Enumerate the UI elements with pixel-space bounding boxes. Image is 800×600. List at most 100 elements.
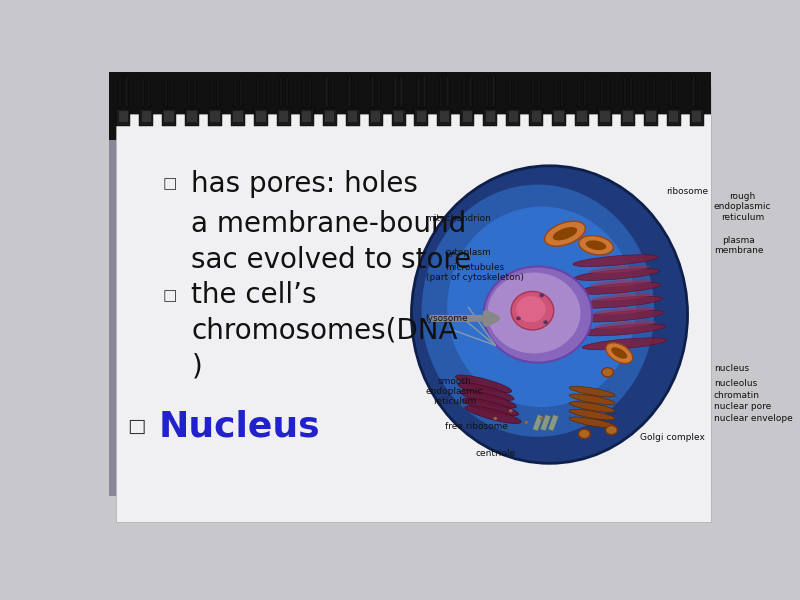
Bar xyxy=(462,111,472,122)
Text: nuclear envelope: nuclear envelope xyxy=(714,414,793,423)
Text: chromatin: chromatin xyxy=(714,391,760,400)
Ellipse shape xyxy=(570,386,615,397)
Bar xyxy=(670,76,672,107)
Bar xyxy=(279,111,289,122)
Bar xyxy=(348,111,358,122)
Ellipse shape xyxy=(593,307,654,315)
Bar xyxy=(119,76,122,107)
Text: nuclear pore: nuclear pore xyxy=(714,403,771,412)
Ellipse shape xyxy=(606,343,633,364)
Bar xyxy=(240,76,242,107)
Bar xyxy=(210,76,213,107)
Bar xyxy=(371,76,374,107)
Ellipse shape xyxy=(570,401,615,412)
Bar xyxy=(394,76,397,107)
Ellipse shape xyxy=(579,310,664,322)
Bar xyxy=(369,109,382,126)
Bar xyxy=(561,76,563,107)
Bar xyxy=(531,111,541,122)
Bar xyxy=(302,76,305,107)
Bar xyxy=(529,109,543,126)
Bar xyxy=(286,76,288,107)
Bar xyxy=(231,109,245,126)
Bar xyxy=(417,111,426,122)
Bar xyxy=(548,415,558,431)
Bar xyxy=(125,76,127,107)
Ellipse shape xyxy=(570,417,615,428)
Ellipse shape xyxy=(590,279,652,287)
Bar xyxy=(116,109,130,126)
Bar xyxy=(115,88,710,496)
Bar xyxy=(692,111,702,122)
Text: nucleolus: nucleolus xyxy=(714,379,757,388)
Ellipse shape xyxy=(422,185,654,437)
Bar xyxy=(309,76,311,107)
Bar xyxy=(142,111,151,122)
Bar xyxy=(326,76,328,107)
Ellipse shape xyxy=(574,269,659,280)
Bar xyxy=(118,111,128,122)
Bar xyxy=(208,109,222,126)
Text: lysosome: lysosome xyxy=(426,314,468,323)
Bar xyxy=(171,76,174,107)
Bar xyxy=(210,111,220,122)
Bar xyxy=(257,76,259,107)
Bar xyxy=(401,76,402,107)
Ellipse shape xyxy=(465,406,521,424)
Bar xyxy=(322,109,337,126)
Bar xyxy=(578,76,580,107)
Text: plasma
membrane: plasma membrane xyxy=(714,236,763,255)
Bar xyxy=(463,76,466,107)
Ellipse shape xyxy=(539,293,544,297)
Bar xyxy=(300,109,314,126)
Text: ribosome: ribosome xyxy=(666,187,708,196)
Ellipse shape xyxy=(509,409,513,412)
Bar xyxy=(279,76,282,107)
Ellipse shape xyxy=(524,421,528,424)
Text: free ribosome: free ribosome xyxy=(445,422,508,431)
Bar xyxy=(354,76,357,107)
Bar xyxy=(110,72,710,140)
Bar xyxy=(693,76,695,107)
Bar xyxy=(607,76,610,107)
Bar xyxy=(554,111,564,122)
Bar xyxy=(325,111,334,122)
Ellipse shape xyxy=(447,206,636,407)
Bar xyxy=(263,76,265,107)
Text: Golgi complex: Golgi complex xyxy=(640,433,705,442)
Bar xyxy=(185,109,199,126)
Bar xyxy=(139,109,153,126)
Bar xyxy=(555,76,557,107)
Bar xyxy=(646,76,649,107)
Ellipse shape xyxy=(484,266,592,362)
Bar xyxy=(509,111,518,122)
Bar xyxy=(348,76,350,107)
Bar xyxy=(142,76,144,107)
Bar xyxy=(302,111,311,122)
Text: □: □ xyxy=(162,288,177,303)
Ellipse shape xyxy=(591,293,654,301)
Ellipse shape xyxy=(570,394,615,404)
Bar xyxy=(256,111,266,122)
Bar xyxy=(698,76,701,107)
Text: has pores: holes: has pores: holes xyxy=(191,170,418,197)
Bar xyxy=(394,111,403,122)
Bar xyxy=(533,415,543,431)
Bar xyxy=(486,76,488,107)
Text: □: □ xyxy=(127,416,146,436)
Text: Nucleus: Nucleus xyxy=(158,409,320,443)
Ellipse shape xyxy=(455,375,512,393)
Bar xyxy=(234,76,236,107)
Ellipse shape xyxy=(516,316,521,320)
Ellipse shape xyxy=(606,425,618,434)
Bar xyxy=(623,111,633,122)
Text: mitochondrion: mitochondrion xyxy=(426,214,491,223)
Text: □: □ xyxy=(162,176,177,191)
Bar xyxy=(486,111,495,122)
Bar xyxy=(165,76,167,107)
Text: rough
endoplasmic
reticulum: rough endoplasmic reticulum xyxy=(714,192,771,221)
Ellipse shape xyxy=(586,241,606,250)
Bar xyxy=(460,109,474,126)
Bar xyxy=(418,76,419,107)
Bar xyxy=(391,109,406,126)
